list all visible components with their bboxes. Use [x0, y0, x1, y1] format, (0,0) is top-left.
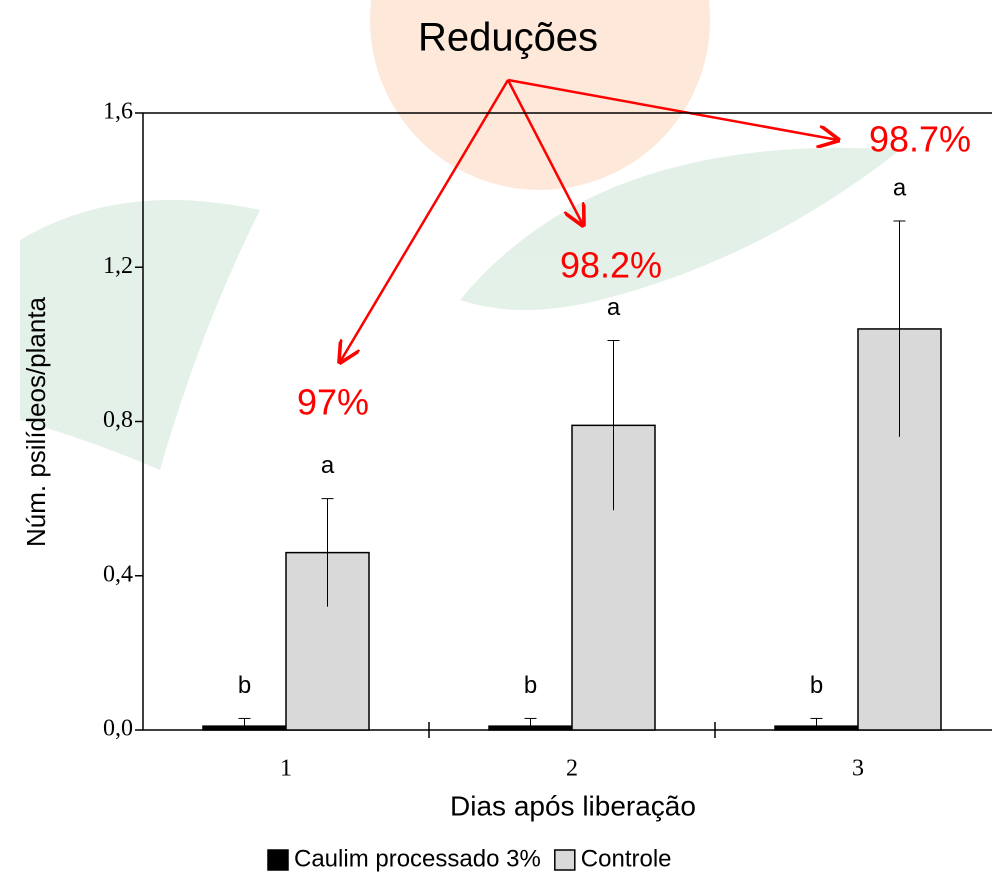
significance-letter: b [524, 672, 537, 699]
watermark [20, 0, 900, 470]
legend-swatch [267, 849, 289, 871]
y-tick-label: 1,6 [103, 99, 133, 125]
y-tick-label: 0,0 [103, 716, 133, 742]
x-tick-label: 1 [280, 756, 292, 782]
significance-letter: a [607, 294, 621, 321]
significance-letter: b [810, 672, 823, 699]
y-axis-label: Núm. psilídeos/planta [21, 296, 51, 547]
chart-title: Reduções [418, 16, 598, 60]
legend-swatch [554, 849, 576, 871]
legend-label: Controle [581, 845, 672, 872]
x-axis-label: Dias após liberação [450, 790, 696, 821]
significance-letter: a [321, 452, 335, 479]
annotation: 98.2% [560, 245, 662, 286]
y-tick-label: 1,2 [103, 253, 133, 279]
significance-letter: b [238, 672, 251, 699]
legend-label: Caulim processado 3% [294, 845, 541, 872]
annotation-arrows [340, 78, 838, 362]
y-tick-label: 0,8 [103, 407, 133, 433]
x-tick-label: 3 [852, 756, 864, 782]
significance-letter: a [893, 174, 907, 201]
x-tick-label: 2 [566, 756, 578, 782]
annotation: 98.7% [869, 119, 971, 160]
annotation: 97% [297, 382, 369, 423]
y-tick-label: 0,4 [103, 561, 133, 587]
